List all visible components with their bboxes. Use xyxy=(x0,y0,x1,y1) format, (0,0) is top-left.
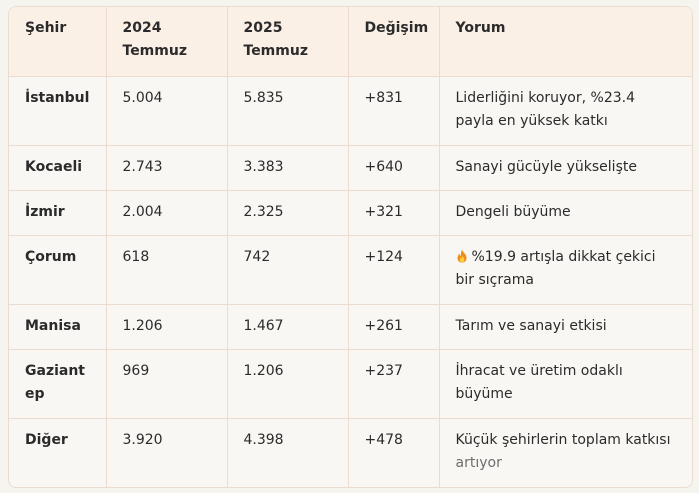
cell-2025: 5.835 xyxy=(227,76,349,146)
cell-change: +124 xyxy=(348,235,440,305)
cell-city: Gaziantep xyxy=(9,349,107,419)
cell-2024: 3.920 xyxy=(106,418,228,487)
table-row: Gaziantep 969 1.206 +237 İhracat ve üret… xyxy=(9,349,692,419)
cell-comment: Sanayi gücüyle yükselişte xyxy=(439,145,692,191)
cell-2024: 2.004 xyxy=(106,190,228,236)
cell-2025: 742 xyxy=(227,235,349,305)
table-row: İstanbul 5.004 5.835 +831 Liderliğini ko… xyxy=(9,76,692,146)
cell-2024: 2.743 xyxy=(106,145,228,191)
table-row: Çorum 618 742 +124 %19.9 artışla dikkat … xyxy=(9,235,692,305)
table-row: İzmir 2.004 2.325 +321 Dengeli büyüme xyxy=(9,190,692,236)
header-2025: 2025 Temmuz xyxy=(227,7,349,77)
cell-comment: %19.9 artışla dikkat çekici bir sıçrama xyxy=(439,235,692,305)
cell-change: +640 xyxy=(348,145,440,191)
cell-city: İzmir xyxy=(9,190,107,236)
header-2024: 2024 Temmuz xyxy=(106,7,228,77)
cell-city: Kocaeli xyxy=(9,145,107,191)
cell-comment-text: Küçük şehirlerin toplam katkısı xyxy=(455,431,671,448)
table-header-row: Şehir 2024 Temmuz 2025 Temmuz Değişim Yo… xyxy=(9,7,692,77)
cell-2024: 5.004 xyxy=(106,76,228,146)
table-container: Şehir 2024 Temmuz 2025 Temmuz Değişim Yo… xyxy=(8,6,693,488)
cell-2025: 1.206 xyxy=(227,349,349,419)
cell-comment-text-muted: artıyor xyxy=(455,454,502,471)
table-row: Manisa 1.206 1.467 +261 Tarım ve sanayi … xyxy=(9,304,692,350)
cell-2025: 2.325 xyxy=(227,190,349,236)
cell-2024: 618 xyxy=(106,235,228,305)
cell-comment: Dengeli büyüme xyxy=(439,190,692,236)
cell-2025: 4.398 xyxy=(227,418,349,487)
cell-2025: 1.467 xyxy=(227,304,349,350)
cell-comment: İhracat ve üretim odaklı büyüme xyxy=(439,349,692,419)
cell-change: +478 xyxy=(348,418,440,487)
cell-change: +321 xyxy=(348,190,440,236)
cell-city: Çorum xyxy=(9,235,107,305)
table-row: Diğer 3.920 4.398 +478 Küçük şehirlerin … xyxy=(9,418,692,487)
table-row: Kocaeli 2.743 3.383 +640 Sanayi gücüyle … xyxy=(9,145,692,191)
cell-comment: Liderliğini koruyor, %23.4 payla en yüks… xyxy=(439,76,692,146)
cell-2025: 3.383 xyxy=(227,145,349,191)
header-city: Şehir xyxy=(9,7,107,77)
cell-2024: 969 xyxy=(106,349,228,419)
cell-city: İstanbul xyxy=(9,76,107,146)
cell-city: Diğer xyxy=(9,418,107,487)
cell-2024: 1.206 xyxy=(106,304,228,350)
header-change: Değişim xyxy=(348,7,440,77)
cell-change: +831 xyxy=(348,76,440,146)
cell-comment: Küçük şehirlerin toplam katkısı artıyor xyxy=(439,418,692,487)
city-comparison-table: Şehir 2024 Temmuz 2025 Temmuz Değişim Yo… xyxy=(9,7,692,487)
cell-change: +261 xyxy=(348,304,440,350)
cell-comment: Tarım ve sanayi etkisi xyxy=(439,304,692,350)
fire-icon xyxy=(456,249,468,263)
cell-change: +237 xyxy=(348,349,440,419)
cell-comment-text: %19.9 artışla dikkat çekici bir sıçrama xyxy=(455,248,656,288)
cell-city: Manisa xyxy=(9,304,107,350)
header-comment: Yorum xyxy=(439,7,692,77)
